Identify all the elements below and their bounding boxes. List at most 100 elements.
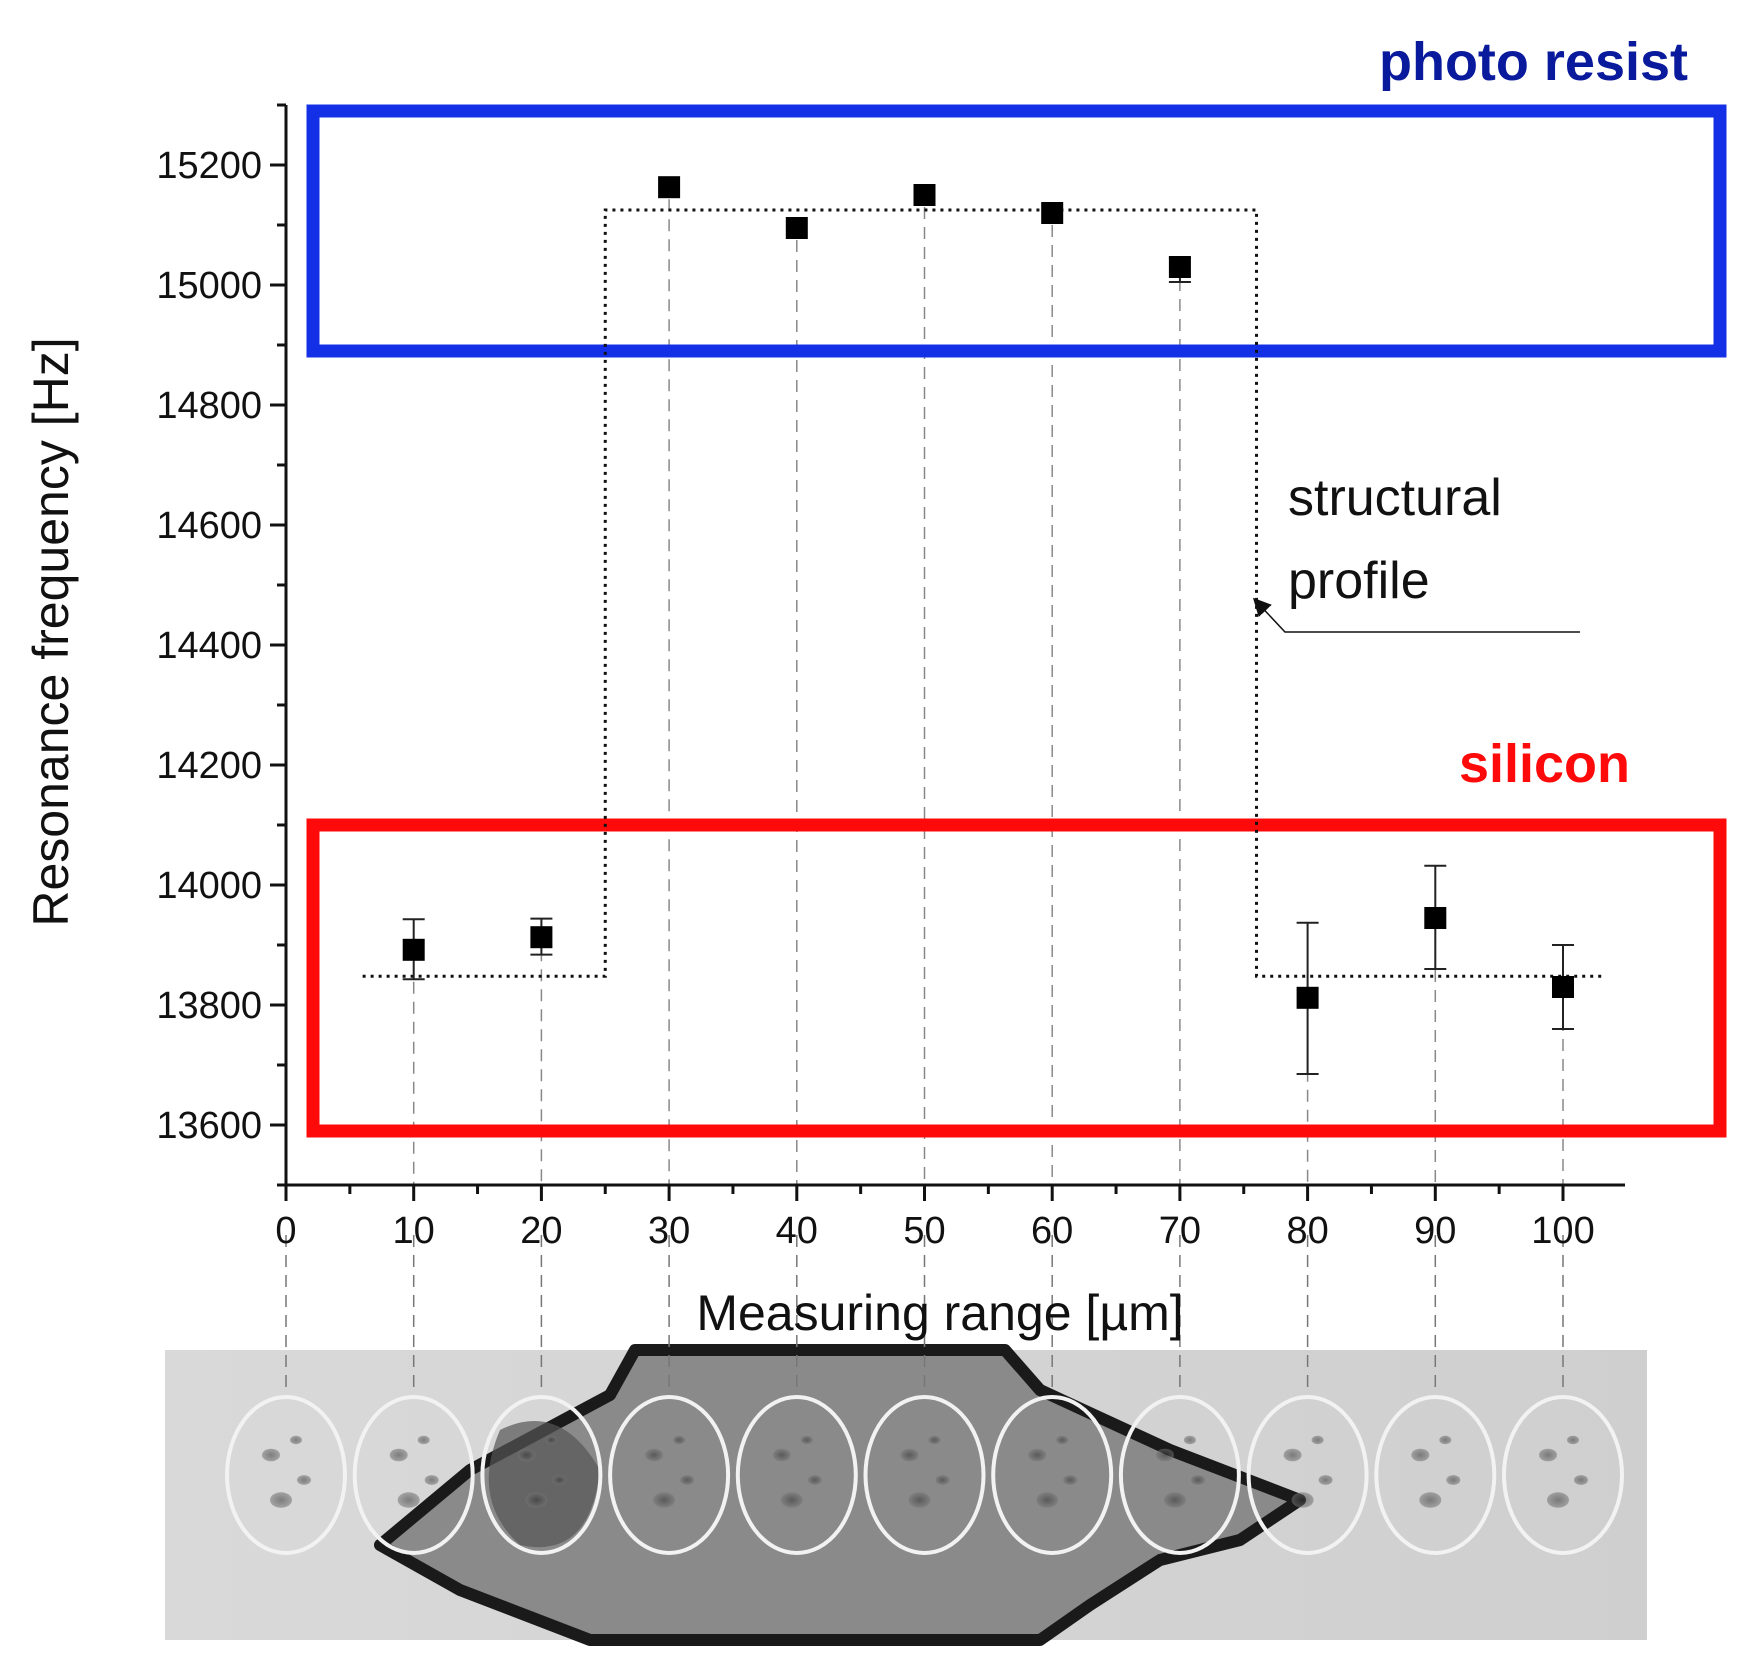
micrograph-circle-40 (735, 1395, 858, 1555)
micrograph-circle-60 (991, 1395, 1114, 1555)
profile-annotation: structural profile (1252, 469, 1580, 633)
x-tick-label-20: 20 (520, 1210, 562, 1252)
data-point-90 (1424, 907, 1447, 929)
micrograph-circle-90 (1374, 1395, 1497, 1555)
data-point-40 (785, 217, 808, 239)
x-tick-label-30: 30 (648, 1210, 690, 1252)
y-tick-label-15200: 15200 (156, 145, 262, 187)
data-point-60 (1041, 202, 1064, 224)
data-point-20 (530, 926, 553, 949)
structural-profile (362, 208, 1602, 978)
y-tick-label-13800: 13800 (156, 985, 262, 1027)
micrograph-circle-30 (608, 1395, 731, 1555)
micrograph-circle-100 (1502, 1395, 1624, 1555)
micrograph-speck-10-3 (417, 1435, 430, 1445)
micrograph-speck-50-2 (908, 1492, 931, 1508)
x-tick-label-70: 70 (1159, 1210, 1201, 1252)
data-point-100 (1552, 976, 1574, 998)
micrograph-speck-30-1 (680, 1475, 695, 1485)
micrograph-circle-80 (1246, 1395, 1369, 1555)
micrograph-speck-80-1 (1318, 1475, 1333, 1485)
micrograph-speck-40-1 (807, 1475, 822, 1485)
region-box-2 (306, 818, 1727, 1138)
structural-profile-line (362, 208, 1602, 978)
micrograph-speck-90-1 (1446, 1475, 1461, 1485)
micrograph-speck-10-2 (397, 1492, 420, 1508)
micrograph-circle-70 (1118, 1395, 1241, 1555)
micrograph-speck-40-3 (800, 1435, 813, 1445)
y-tick-label-14800: 14800 (156, 385, 262, 427)
micrograph-speck-60-0 (1028, 1448, 1047, 1462)
x-tick-label-10: 10 (393, 1210, 435, 1252)
micrograph-speck-90-2 (1419, 1492, 1442, 1508)
micrograph-speck-0-2 (270, 1492, 292, 1508)
x-axis-title: Measuring range [µm] (696, 1285, 1183, 1341)
micrograph-speck-20-1 (552, 1475, 567, 1485)
micrograph-speck-100-1 (1574, 1475, 1588, 1485)
micrograph-speck-20-2 (525, 1492, 548, 1508)
micrograph-speck-10-1 (424, 1475, 439, 1485)
y-tick-label-14600: 14600 (156, 505, 262, 547)
region-box-1 (306, 104, 1727, 358)
data-point-70 (1168, 256, 1191, 278)
profile-leader-line (1252, 597, 1580, 633)
axes: 13600 13800 14000 14200 14400 14600 14800 15000… (156, 103, 1625, 1252)
micrograph-speck-80-3 (1311, 1435, 1324, 1445)
micrograph-speck-40-2 (780, 1492, 803, 1508)
micrograph-speck-100-3 (1567, 1435, 1579, 1445)
micrograph-speck-70-0 (1155, 1448, 1174, 1462)
micrograph-speck-30-3 (673, 1435, 686, 1445)
y-tick-label-14400: 14400 (156, 625, 262, 667)
micrograph-speck-80-2 (1291, 1492, 1314, 1508)
data-points (402, 176, 1574, 1075)
x-tick-label-40: 40 (776, 1210, 818, 1252)
micrograph-dark-region (488, 1421, 600, 1548)
data-point-50 (913, 184, 936, 206)
y-tick-label-15000: 15000 (156, 265, 262, 307)
micrograph-speck-20-3 (545, 1435, 558, 1445)
y-tick-label-14200: 14200 (156, 745, 262, 787)
micrograph-speck-60-3 (1056, 1435, 1069, 1445)
x-tick-label-100: 100 (1531, 1210, 1594, 1252)
region-boxes: photo resist silicon (306, 32, 1727, 1138)
y-tick-label-13600: 13600 (156, 1105, 262, 1147)
micrograph-speck-90-0 (1411, 1448, 1430, 1462)
micrograph-speck-100-0 (1539, 1448, 1557, 1462)
micrograph-speck-60-1 (1063, 1475, 1078, 1485)
micrograph-speck-70-1 (1190, 1475, 1205, 1485)
micrograph-speck-90-3 (1439, 1435, 1452, 1445)
micrograph-speck-80-0 (1283, 1448, 1302, 1462)
micrograph-speck-50-1 (935, 1475, 950, 1485)
region-label-1: photo resist (1379, 32, 1688, 92)
x-tick-label-90: 90 (1414, 1210, 1456, 1252)
micrograph-speck-30-2 (653, 1492, 676, 1508)
micrograph-speck-30-0 (645, 1448, 664, 1462)
micrograph-circles (225, 1395, 1624, 1555)
y-tick-label-14000: 14000 (156, 865, 262, 907)
micrograph-speck-0-1 (297, 1475, 311, 1485)
data-point-80 (1296, 986, 1319, 1009)
data-point-10 (402, 938, 425, 961)
micrograph-speck-40-0 (772, 1448, 791, 1462)
x-tick-label-50: 50 (903, 1210, 945, 1252)
x-tick-label-60: 60 (1031, 1210, 1073, 1252)
micrograph-speck-100-2 (1547, 1492, 1569, 1508)
y-axis-title: Resonance frequency [Hz] (23, 337, 79, 926)
micrograph-speck-0-3 (290, 1435, 302, 1445)
micrograph-speck-60-2 (1036, 1492, 1059, 1508)
x-tick-label-80: 80 (1286, 1210, 1328, 1252)
micrograph-speck-50-0 (900, 1448, 919, 1462)
micrograph-circle-10 (352, 1395, 475, 1555)
micrograph-circle-0 (225, 1395, 347, 1555)
micrograph-speck-10-0 (389, 1448, 408, 1462)
profile-label-line1: structural (1288, 469, 1502, 527)
micrograph-speck-20-0 (517, 1448, 536, 1462)
region-label-2: silicon (1459, 734, 1630, 794)
x-tick-label-0: 0 (275, 1210, 296, 1252)
micrograph (165, 1344, 1647, 1646)
profile-label-line2: profile (1288, 552, 1430, 610)
data-point-30 (658, 176, 681, 199)
micrograph-circle-50 (863, 1395, 986, 1555)
micrograph-circle-20 (480, 1395, 603, 1555)
